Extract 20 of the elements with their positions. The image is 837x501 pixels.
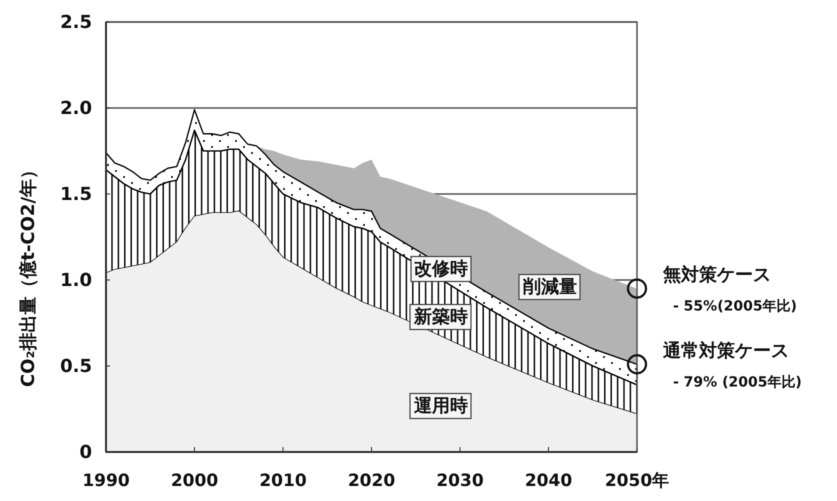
series-label: 運用時	[413, 396, 468, 416]
x-tick-label: 2030	[436, 471, 484, 492]
x-tick-label: 2010	[259, 471, 307, 492]
annotation: 無対策ケース - 55%(2005年比)	[662, 264, 797, 315]
series-label: 削減量	[522, 276, 577, 298]
series-label: 新築時	[413, 306, 468, 328]
annotation: 通常対策ケース - 79% (2005年比)	[662, 340, 802, 390]
x-tick-label: 2050年	[604, 471, 670, 492]
y-tick-label: 0	[79, 442, 92, 463]
x-tick-label: 2020	[348, 471, 396, 492]
series-label: 改修時	[414, 258, 468, 280]
y-tick-label: 2.0	[60, 98, 92, 119]
x-tick-label: 2040	[524, 471, 572, 492]
y-tick-label: 0.5	[60, 356, 92, 377]
y-tick-label: 1.5	[60, 184, 92, 205]
y-axis-title: CO₂排出量（億t-CO2/年）	[18, 160, 39, 388]
y-tick-label: 1.0	[60, 270, 92, 291]
x-tick-label: 2000	[170, 471, 218, 492]
y-tick-label: 2.5	[60, 12, 92, 33]
x-tick-label: 1990	[82, 471, 130, 492]
